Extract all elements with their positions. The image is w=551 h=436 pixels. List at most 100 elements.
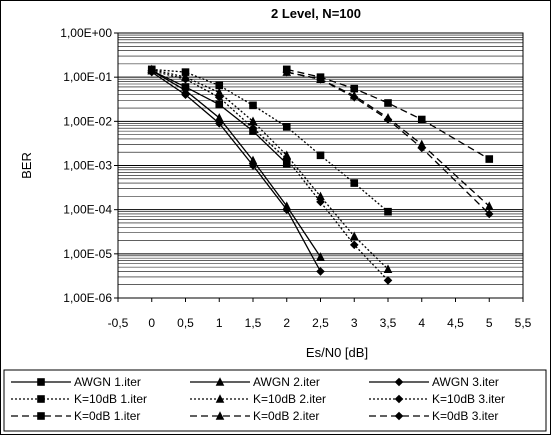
data-point	[350, 179, 359, 187]
legend-label: K=0dB 3.iter	[432, 409, 498, 423]
series-line	[286, 71, 490, 215]
y-axis-label: BER	[19, 152, 34, 179]
x-tick-label: 4	[418, 316, 425, 330]
legend-marker	[215, 377, 225, 386]
series-5	[147, 66, 393, 285]
legend-entry: K=10dB 1.iter	[11, 392, 147, 406]
axes: 1,00E+00 1,00E-01 1,00E-02 1,00E-03 1,00E-04…	[60, 26, 531, 330]
x-tick-label: 2,5	[312, 316, 329, 330]
legend-label: AWGN 3.iter	[432, 375, 499, 389]
x-tick-label: 4,5	[447, 316, 464, 330]
y-tick-label: 1,00E-01	[63, 70, 112, 84]
data-point	[383, 115, 393, 124]
legend-entry: K=0dB 3.iter	[369, 409, 498, 423]
y-tick-label: 1,00E-05	[63, 247, 112, 261]
data-point	[282, 205, 292, 214]
data-point	[181, 68, 190, 76]
series-line	[151, 68, 389, 213]
x-tick-label: 0,5	[177, 316, 194, 330]
legend-marker	[394, 394, 404, 404]
data-point	[248, 123, 258, 133]
y-tick-label: 1,00E+00	[60, 26, 112, 40]
data-point	[316, 252, 325, 261]
legend-label: K=10dB 2.iter	[253, 392, 326, 406]
legend-label: K=0dB 2.iter	[253, 409, 319, 423]
series-8	[282, 67, 494, 219]
legend-entry: AWGN 1.iter	[11, 375, 141, 389]
data-point	[248, 161, 258, 170]
x-tick-label: 5,5	[515, 316, 532, 330]
x-axis-label: Es/N0 [dB]	[306, 345, 368, 360]
series-line	[286, 68, 490, 160]
y-tick-label: 1,00E-02	[63, 114, 112, 128]
y-tick-label: 1,00E-03	[63, 159, 112, 173]
x-tick-label: -0,5	[108, 316, 129, 330]
data-point	[181, 85, 190, 95]
legend-entry: AWGN 2.iter	[190, 375, 320, 389]
series-line	[151, 70, 322, 258]
series-line	[151, 71, 322, 272]
chart-title: 2 Level, N=100	[271, 6, 361, 21]
data-point	[147, 66, 157, 76]
x-tick-label: 3,5	[380, 316, 397, 330]
data-point	[484, 209, 494, 219]
data-point	[349, 240, 359, 250]
legend-marker	[37, 378, 45, 386]
x-tick-label: 2	[283, 316, 290, 330]
legend-entry: K=10dB 3.iter	[369, 392, 505, 406]
data-point	[383, 264, 393, 273]
legend-marker	[394, 377, 404, 387]
data-point	[316, 267, 325, 276]
x-tick-label: 1	[216, 316, 223, 330]
data-point	[484, 201, 494, 210]
data-point	[214, 87, 224, 97]
y-tick-label: 1,00E-06	[63, 291, 112, 305]
data-point	[316, 151, 325, 160]
legend-marker	[37, 395, 45, 403]
grid-lines	[118, 32, 523, 299]
series-group	[147, 64, 494, 285]
data-point	[316, 74, 325, 84]
data-point	[350, 84, 359, 93]
data-point	[282, 67, 292, 77]
data-point	[215, 81, 224, 90]
data-point	[214, 119, 224, 128]
legend-marker	[394, 411, 404, 421]
series-line	[151, 68, 389, 270]
data-point	[248, 116, 258, 126]
legend-label: K=0dB 1.iter	[74, 409, 140, 423]
x-tick-label: 1,5	[245, 316, 262, 330]
legend-label: K=10dB 1.iter	[74, 392, 147, 406]
legend-entry: K=0dB 2.iter	[190, 409, 319, 423]
data-point	[384, 207, 392, 216]
data-point	[316, 191, 325, 201]
series-2	[147, 67, 325, 276]
data-point	[417, 115, 426, 124]
data-point	[384, 99, 392, 107]
x-tick-label: 3	[351, 316, 358, 330]
series-line	[151, 70, 389, 281]
y-tick-label: 1,00E-04	[63, 203, 112, 217]
legend-label: K=10dB 3.iter	[432, 392, 505, 406]
legend-entry: K=0dB 1.iter	[11, 409, 140, 423]
data-point	[383, 276, 393, 285]
data-point	[181, 74, 190, 84]
legend-entry: K=10dB 2.iter	[190, 392, 326, 406]
data-point	[282, 154, 292, 164]
legend-label: AWGN 1.iter	[74, 375, 141, 389]
legend: AWGN 1.iter AWGN 2.iter AWGN 3.iter K=10dB …	[3, 369, 547, 432]
legend-label: AWGN 2.iter	[253, 375, 320, 389]
data-point	[282, 159, 291, 168]
data-point	[214, 113, 224, 122]
data-point	[282, 123, 291, 131]
legend-marker	[215, 394, 225, 403]
data-point	[249, 101, 257, 110]
data-point	[181, 90, 190, 100]
data-point	[349, 93, 359, 102]
data-point	[417, 143, 427, 153]
data-point	[215, 100, 224, 109]
data-point	[485, 155, 494, 163]
legend-marker	[215, 411, 225, 420]
